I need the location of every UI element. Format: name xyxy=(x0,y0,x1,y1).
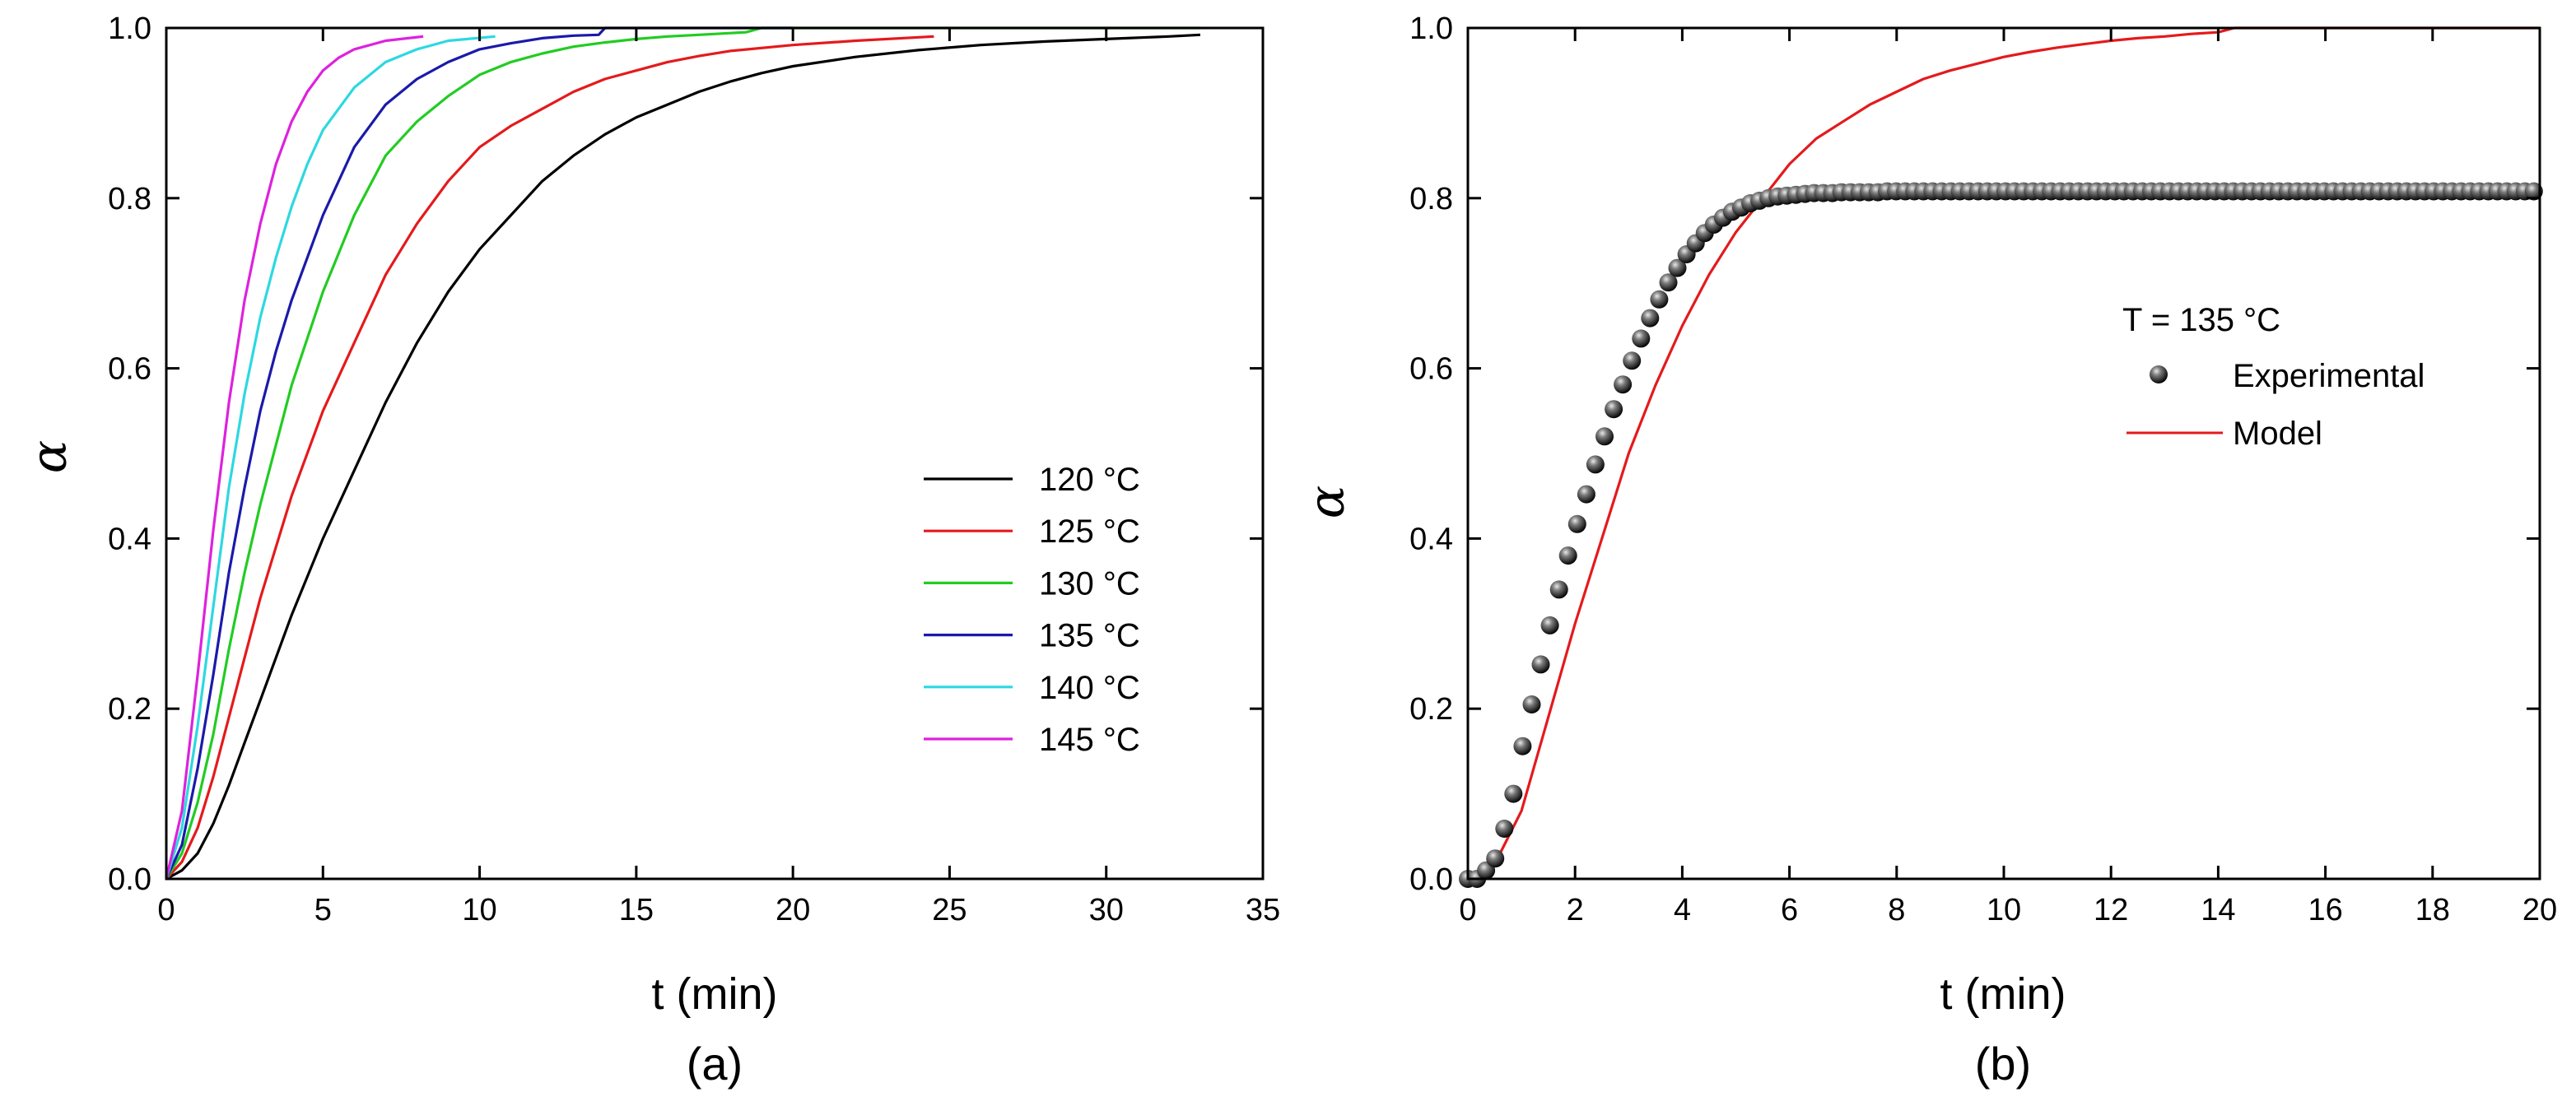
experimental-point xyxy=(1614,375,1633,394)
legend-marker-experimental xyxy=(2150,365,2168,383)
x-axis-title-b: t (min) xyxy=(1940,969,2066,1019)
x-tick-label: 20 xyxy=(776,893,810,927)
y-axis-title-b: α xyxy=(1298,486,1356,519)
y-tick-label: 0.8 xyxy=(108,182,151,216)
legend-label-125-c: 125 °C xyxy=(1039,514,1140,550)
experimental-point xyxy=(1595,427,1614,446)
experimental-point xyxy=(1586,455,1605,474)
x-tick-label: 10 xyxy=(1987,893,2021,927)
series-layer-a xyxy=(165,26,1200,881)
x-tick-label: 20 xyxy=(2522,893,2557,927)
x-tick-label: 4 xyxy=(1674,893,1691,927)
experimental-point xyxy=(1531,655,1550,674)
x-tick-label: 18 xyxy=(2415,893,2450,927)
x-tick-label: 0 xyxy=(1459,893,1476,927)
y-tick-label: 0.2 xyxy=(108,692,151,727)
x-ticks-b: 0 2 4 6 8 10 12 14 16 18 20 xyxy=(1459,28,2557,927)
x-tick-label: 5 xyxy=(314,893,332,927)
legend-label-135-c: 135 °C xyxy=(1039,618,1140,654)
series-line-145-c xyxy=(165,35,424,880)
x-tick-label: 10 xyxy=(462,893,496,927)
series-line-140-c xyxy=(165,35,496,880)
x-tick-label: 16 xyxy=(2308,893,2342,927)
legend-a: 120 °C 125 °C 130 °C 135 °C 140 °C 145 °C xyxy=(924,462,1140,758)
series-line-135-c xyxy=(165,26,794,880)
experimental-point xyxy=(2524,182,2543,201)
x-tick-label: 25 xyxy=(932,893,967,927)
y-tick-label: 1.0 xyxy=(1409,12,1453,46)
experimental-point xyxy=(1567,514,1586,533)
experimental-point xyxy=(1668,258,1687,277)
experimental-point xyxy=(1504,784,1523,803)
legend-label-model: Model xyxy=(2233,416,2322,452)
experimental-point xyxy=(1540,616,1559,634)
series-layer-b xyxy=(1459,26,2543,888)
series-line-model xyxy=(1467,26,2540,881)
x-ticks-a: 0 5 10 15 20 25 30 35 xyxy=(157,28,1280,927)
x-tick-label: 12 xyxy=(2094,893,2128,927)
y-tick-label: 1.0 xyxy=(108,12,151,46)
y-axis-title-a: α xyxy=(21,440,78,474)
series-line-130-c xyxy=(165,26,1200,880)
experimental-point xyxy=(1513,737,1532,755)
y-ticks-a: 0.0 0.2 0.4 0.6 0.8 1.0 xyxy=(108,12,1263,897)
experimental-point xyxy=(1558,546,1577,565)
x-axis-title-a: t (min) xyxy=(652,969,778,1019)
y-ticks-b: 0.0 0.2 0.4 0.6 0.8 1.0 xyxy=(1409,12,2540,897)
legend-label-120-c: 120 °C xyxy=(1039,462,1140,498)
x-tick-label: 35 xyxy=(1246,893,1280,927)
x-tick-label: 6 xyxy=(1781,893,1798,927)
panel-label-b: (b) xyxy=(1975,1038,2031,1090)
y-tick-label: 0.0 xyxy=(108,862,151,897)
series-line-125-c xyxy=(165,35,934,881)
chart-panel-a: 0 5 10 15 20 25 30 35 0.0 0.2 0.4 0.6 0.8 1.0 t (min… xyxy=(21,12,1280,1090)
series-line-120-c xyxy=(165,33,1200,881)
experimental-point xyxy=(1632,329,1651,348)
x-tick-label: 15 xyxy=(619,893,654,927)
chart-panel-b: 0 2 4 6 8 10 12 14 16 18 20 0.0 0.2 0.4 0.6 0.8 1.0 t (… xyxy=(1298,12,2557,1090)
legend-label-experimental: Experimental xyxy=(2233,358,2425,394)
experimental-point xyxy=(1577,485,1595,504)
x-tick-label: 0 xyxy=(157,893,175,927)
legend-label-130-c: 130 °C xyxy=(1039,565,1140,602)
y-tick-label: 0.4 xyxy=(1409,522,1453,556)
y-tick-label: 0.6 xyxy=(1409,352,1453,387)
y-tick-label: 0.0 xyxy=(1409,862,1453,897)
experimental-point xyxy=(1650,290,1669,309)
y-tick-label: 0.4 xyxy=(108,522,151,556)
experimental-point xyxy=(1623,351,1642,370)
y-tick-label: 0.6 xyxy=(108,352,151,387)
experimental-point xyxy=(1659,273,1678,292)
x-tick-label: 30 xyxy=(1089,893,1124,927)
x-tick-label: 2 xyxy=(1567,893,1584,927)
experimental-point xyxy=(1605,400,1623,419)
legend-label-140-c: 140 °C xyxy=(1039,670,1140,706)
legend-title-b: T = 135 °C xyxy=(2122,302,2280,338)
y-tick-label: 0.8 xyxy=(1409,182,1453,216)
legend-b: T = 135 °C Experimental Model xyxy=(2122,302,2425,452)
experimental-point xyxy=(1549,580,1568,599)
experimental-point xyxy=(1495,820,1514,838)
legend-label-145-c: 145 °C xyxy=(1039,722,1140,758)
x-tick-label: 8 xyxy=(1888,893,1905,927)
experimental-point xyxy=(1641,309,1660,328)
y-tick-label: 0.2 xyxy=(1409,692,1453,727)
experimental-point xyxy=(1486,849,1505,868)
experimental-point xyxy=(1522,695,1541,713)
panel-label-a: (a) xyxy=(687,1038,743,1090)
plot-frame-a xyxy=(165,26,1265,881)
x-tick-label: 14 xyxy=(2201,893,2235,927)
